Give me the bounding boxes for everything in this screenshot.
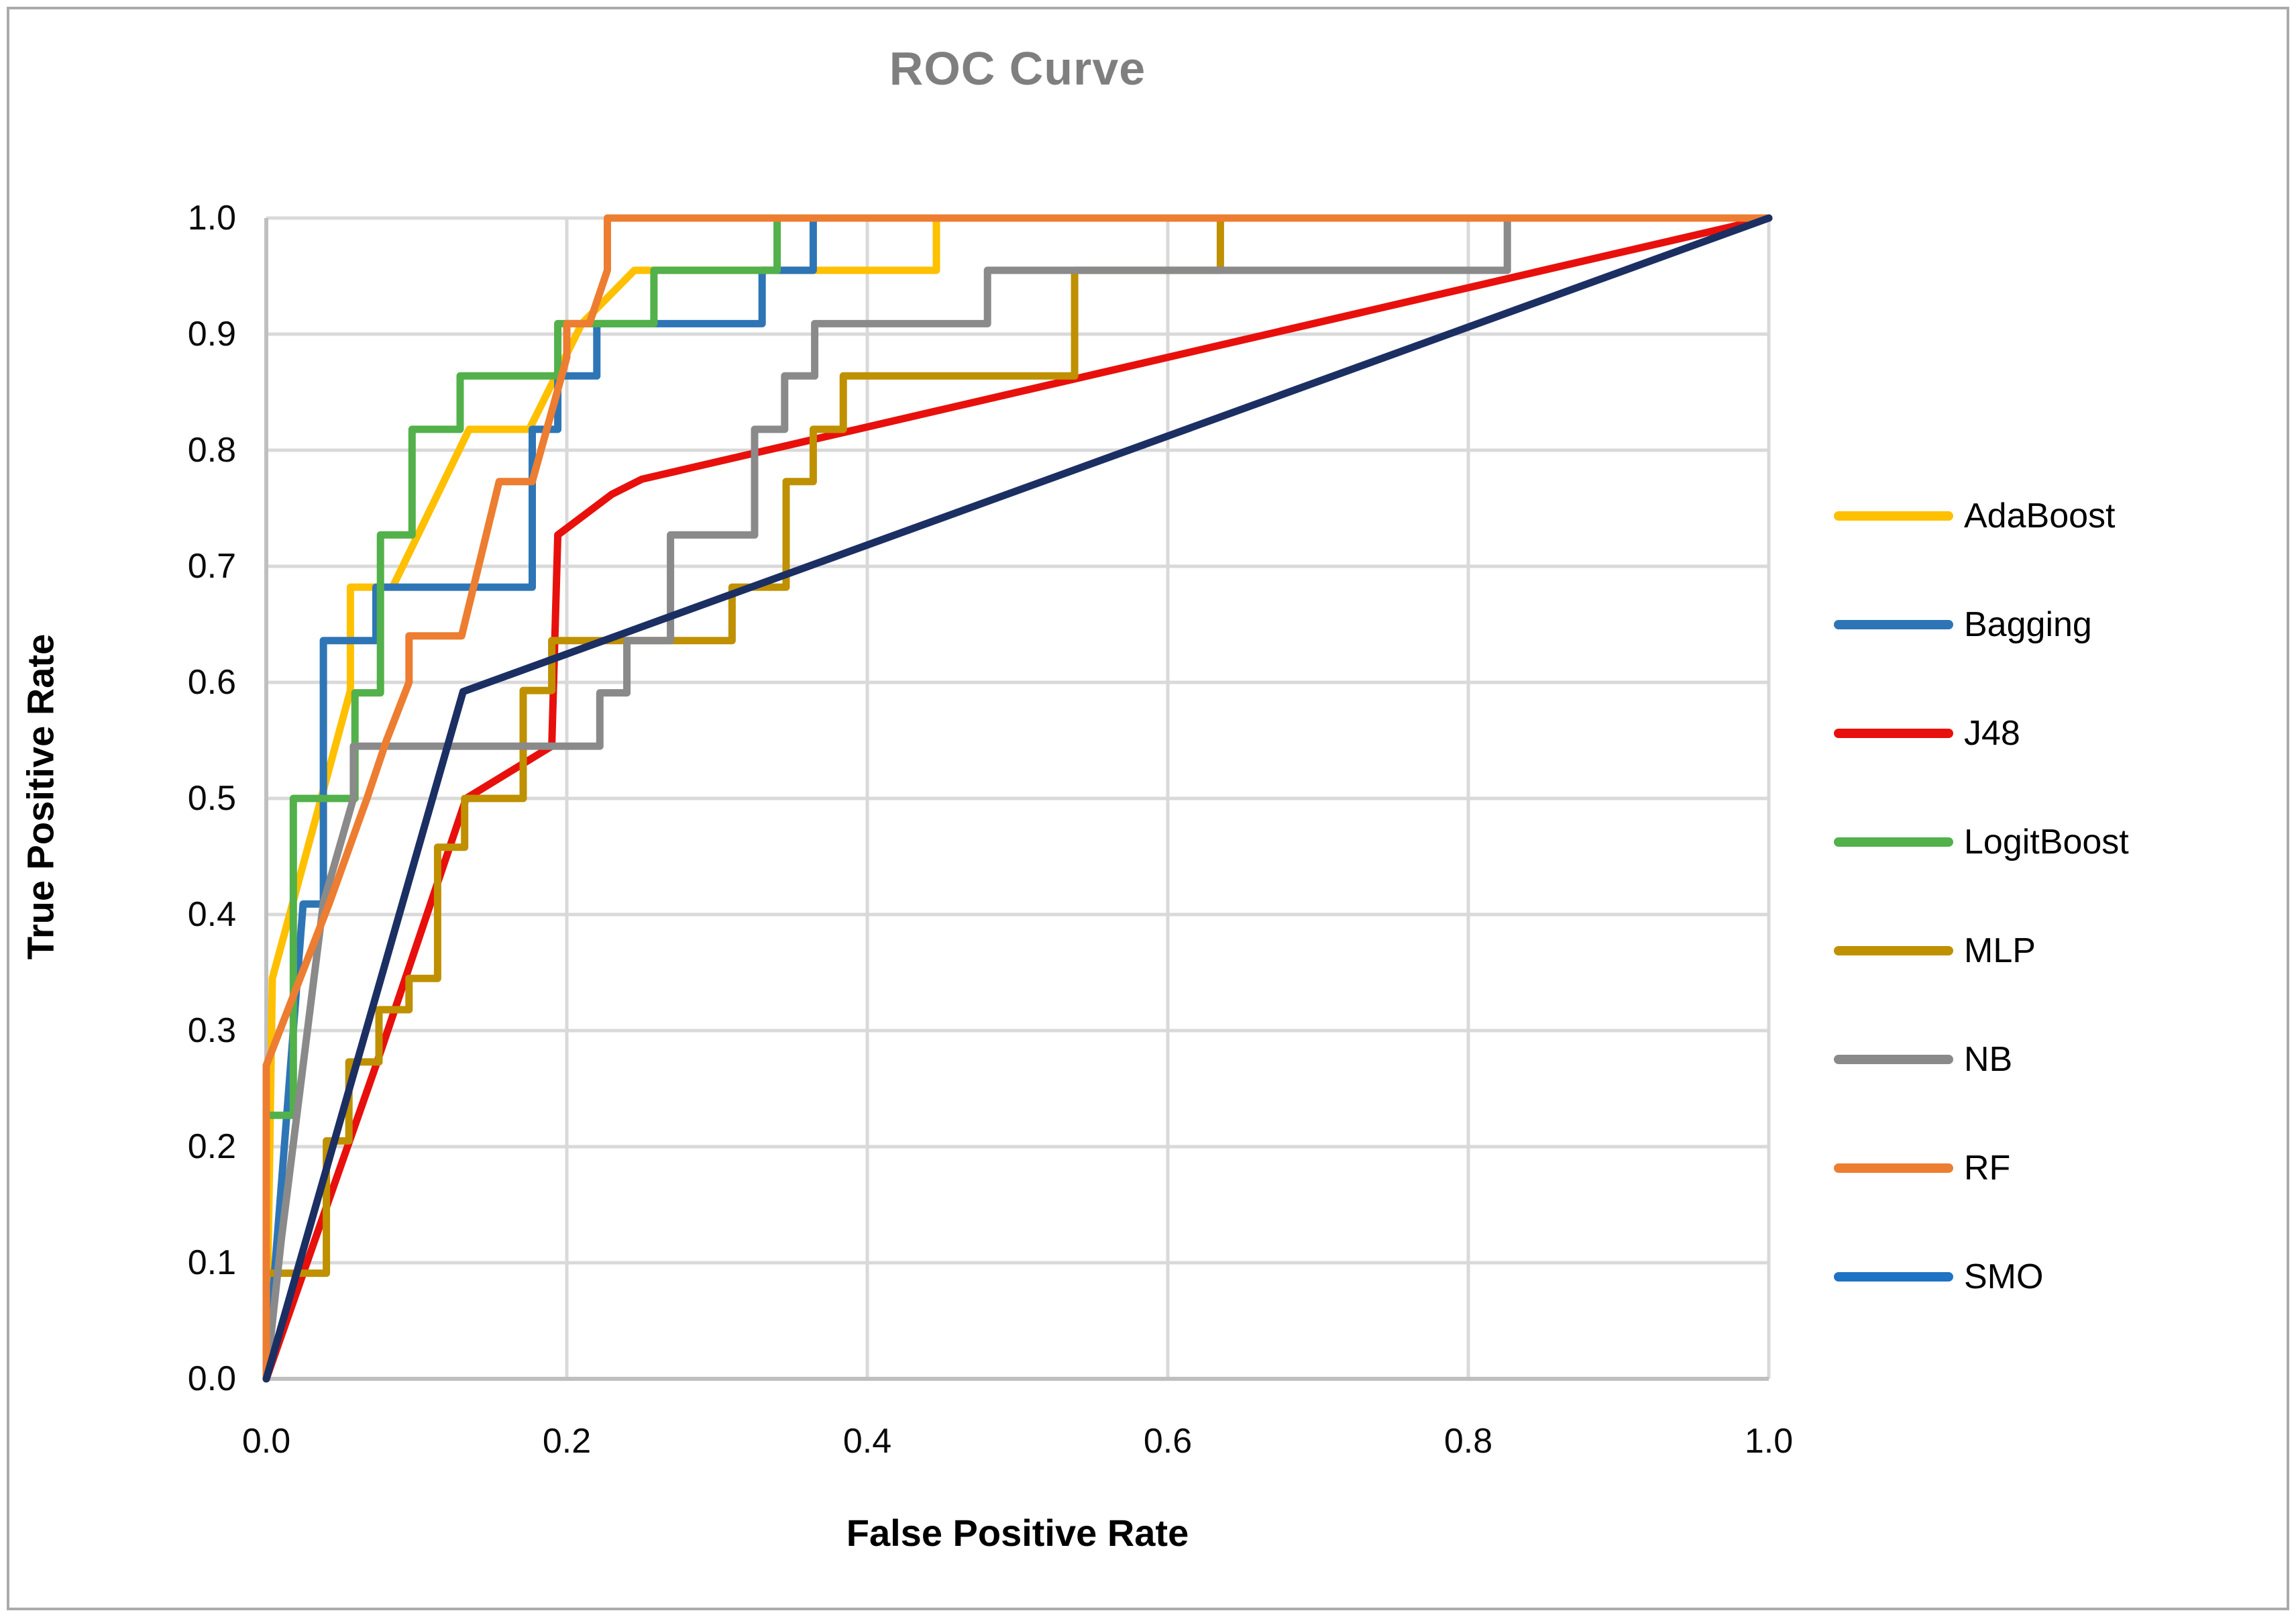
x-axis-title: False Positive Rate — [846, 1512, 1189, 1554]
legend-series-label: J48 — [1964, 714, 2020, 753]
y-tick-label-0.8: 0.8 — [187, 431, 236, 470]
legend-item-logitboost: LogitBoost — [1834, 788, 2263, 896]
legend-series-label: MLP — [1964, 931, 2036, 970]
x-axis-tick-labels: 0.0 0.2 0.4 0.6 0.8 1.0 — [242, 1421, 1793, 1468]
legend-series-label: LogitBoost — [1964, 823, 2129, 862]
roc-curve-adaboost — [262, 214, 1773, 1383]
legend-item-rf: RF — [1834, 1114, 2263, 1222]
x-tick-label-0.0: 0.0 — [241, 1422, 291, 1461]
legend-item-bagging: Bagging — [1834, 570, 2263, 679]
roc-curve-logitboost — [262, 214, 1773, 1383]
legend-swatch-line — [1834, 837, 1953, 847]
plot-area — [262, 214, 1773, 1383]
y-tick-label-0.9: 0.9 — [187, 315, 236, 354]
y-tick-label-0.5: 0.5 — [187, 779, 236, 818]
y-tick-label-0.0: 0.0 — [187, 1359, 236, 1398]
legend-swatch-line — [1834, 1272, 1953, 1282]
roc-curve-rf — [262, 214, 1773, 1383]
legend-swatch-line — [1834, 1055, 1953, 1064]
legend-series-label: AdaBoost — [1964, 497, 2116, 535]
x-tick-label-0.6: 0.6 — [1143, 1422, 1193, 1461]
y-axis-tick-labels: 0.0 0.1 0.2 0.3 0.4 0.5 0.6 0.7 0.8 0.9 1.0 — [0, 199, 236, 1398]
y-tick-label-0.4: 0.4 — [187, 895, 236, 934]
y-tick-label-0.3: 0.3 — [187, 1011, 236, 1050]
y-tick-label-0.2: 0.2 — [187, 1127, 236, 1166]
x-tick-label-1.0: 1.0 — [1744, 1422, 1794, 1461]
roc-curve-nb — [262, 214, 1773, 1383]
y-tick-label-1.0: 1.0 — [187, 199, 236, 238]
legend-swatch-line — [1834, 946, 1953, 955]
legend-series-label: NB — [1964, 1040, 2013, 1079]
legend-swatch-line — [1834, 1163, 1953, 1173]
roc-plot-svg — [262, 214, 1773, 1383]
legend-swatch-line — [1834, 620, 1953, 629]
chart-title: ROC Curve — [889, 42, 1146, 95]
x-tick-label-0.8: 0.8 — [1443, 1422, 1493, 1461]
legend-item-mlp: MLP — [1834, 896, 2263, 1005]
y-tick-label-0.6: 0.6 — [187, 663, 236, 702]
roc-curve-mlp — [262, 214, 1773, 1383]
legend-item-smo: SMO — [1834, 1222, 2263, 1331]
y-axis-title: True Positive Rate — [19, 633, 62, 960]
legend-item-adaboost: AdaBoost — [1834, 462, 2263, 570]
legend-item-j48: J48 — [1834, 679, 2263, 788]
legend-item-nb: NB — [1834, 1005, 2263, 1114]
legend-series-label: SMO — [1964, 1257, 2044, 1296]
y-tick-label-0.7: 0.7 — [187, 547, 236, 586]
legend-swatch-line — [1834, 511, 1953, 521]
legend: AdaBoost Bagging J48 LogitBoost MLP NB R… — [1834, 462, 2263, 1331]
legend-series-label: Bagging — [1964, 605, 2092, 644]
x-tick-label-0.4: 0.4 — [842, 1422, 892, 1461]
legend-series-label: RF — [1964, 1149, 2011, 1188]
y-tick-label-0.1: 0.1 — [187, 1243, 236, 1282]
legend-swatch-line — [1834, 729, 1953, 738]
x-tick-label-0.2: 0.2 — [542, 1422, 592, 1461]
roc-curve-smo — [262, 214, 1773, 1383]
